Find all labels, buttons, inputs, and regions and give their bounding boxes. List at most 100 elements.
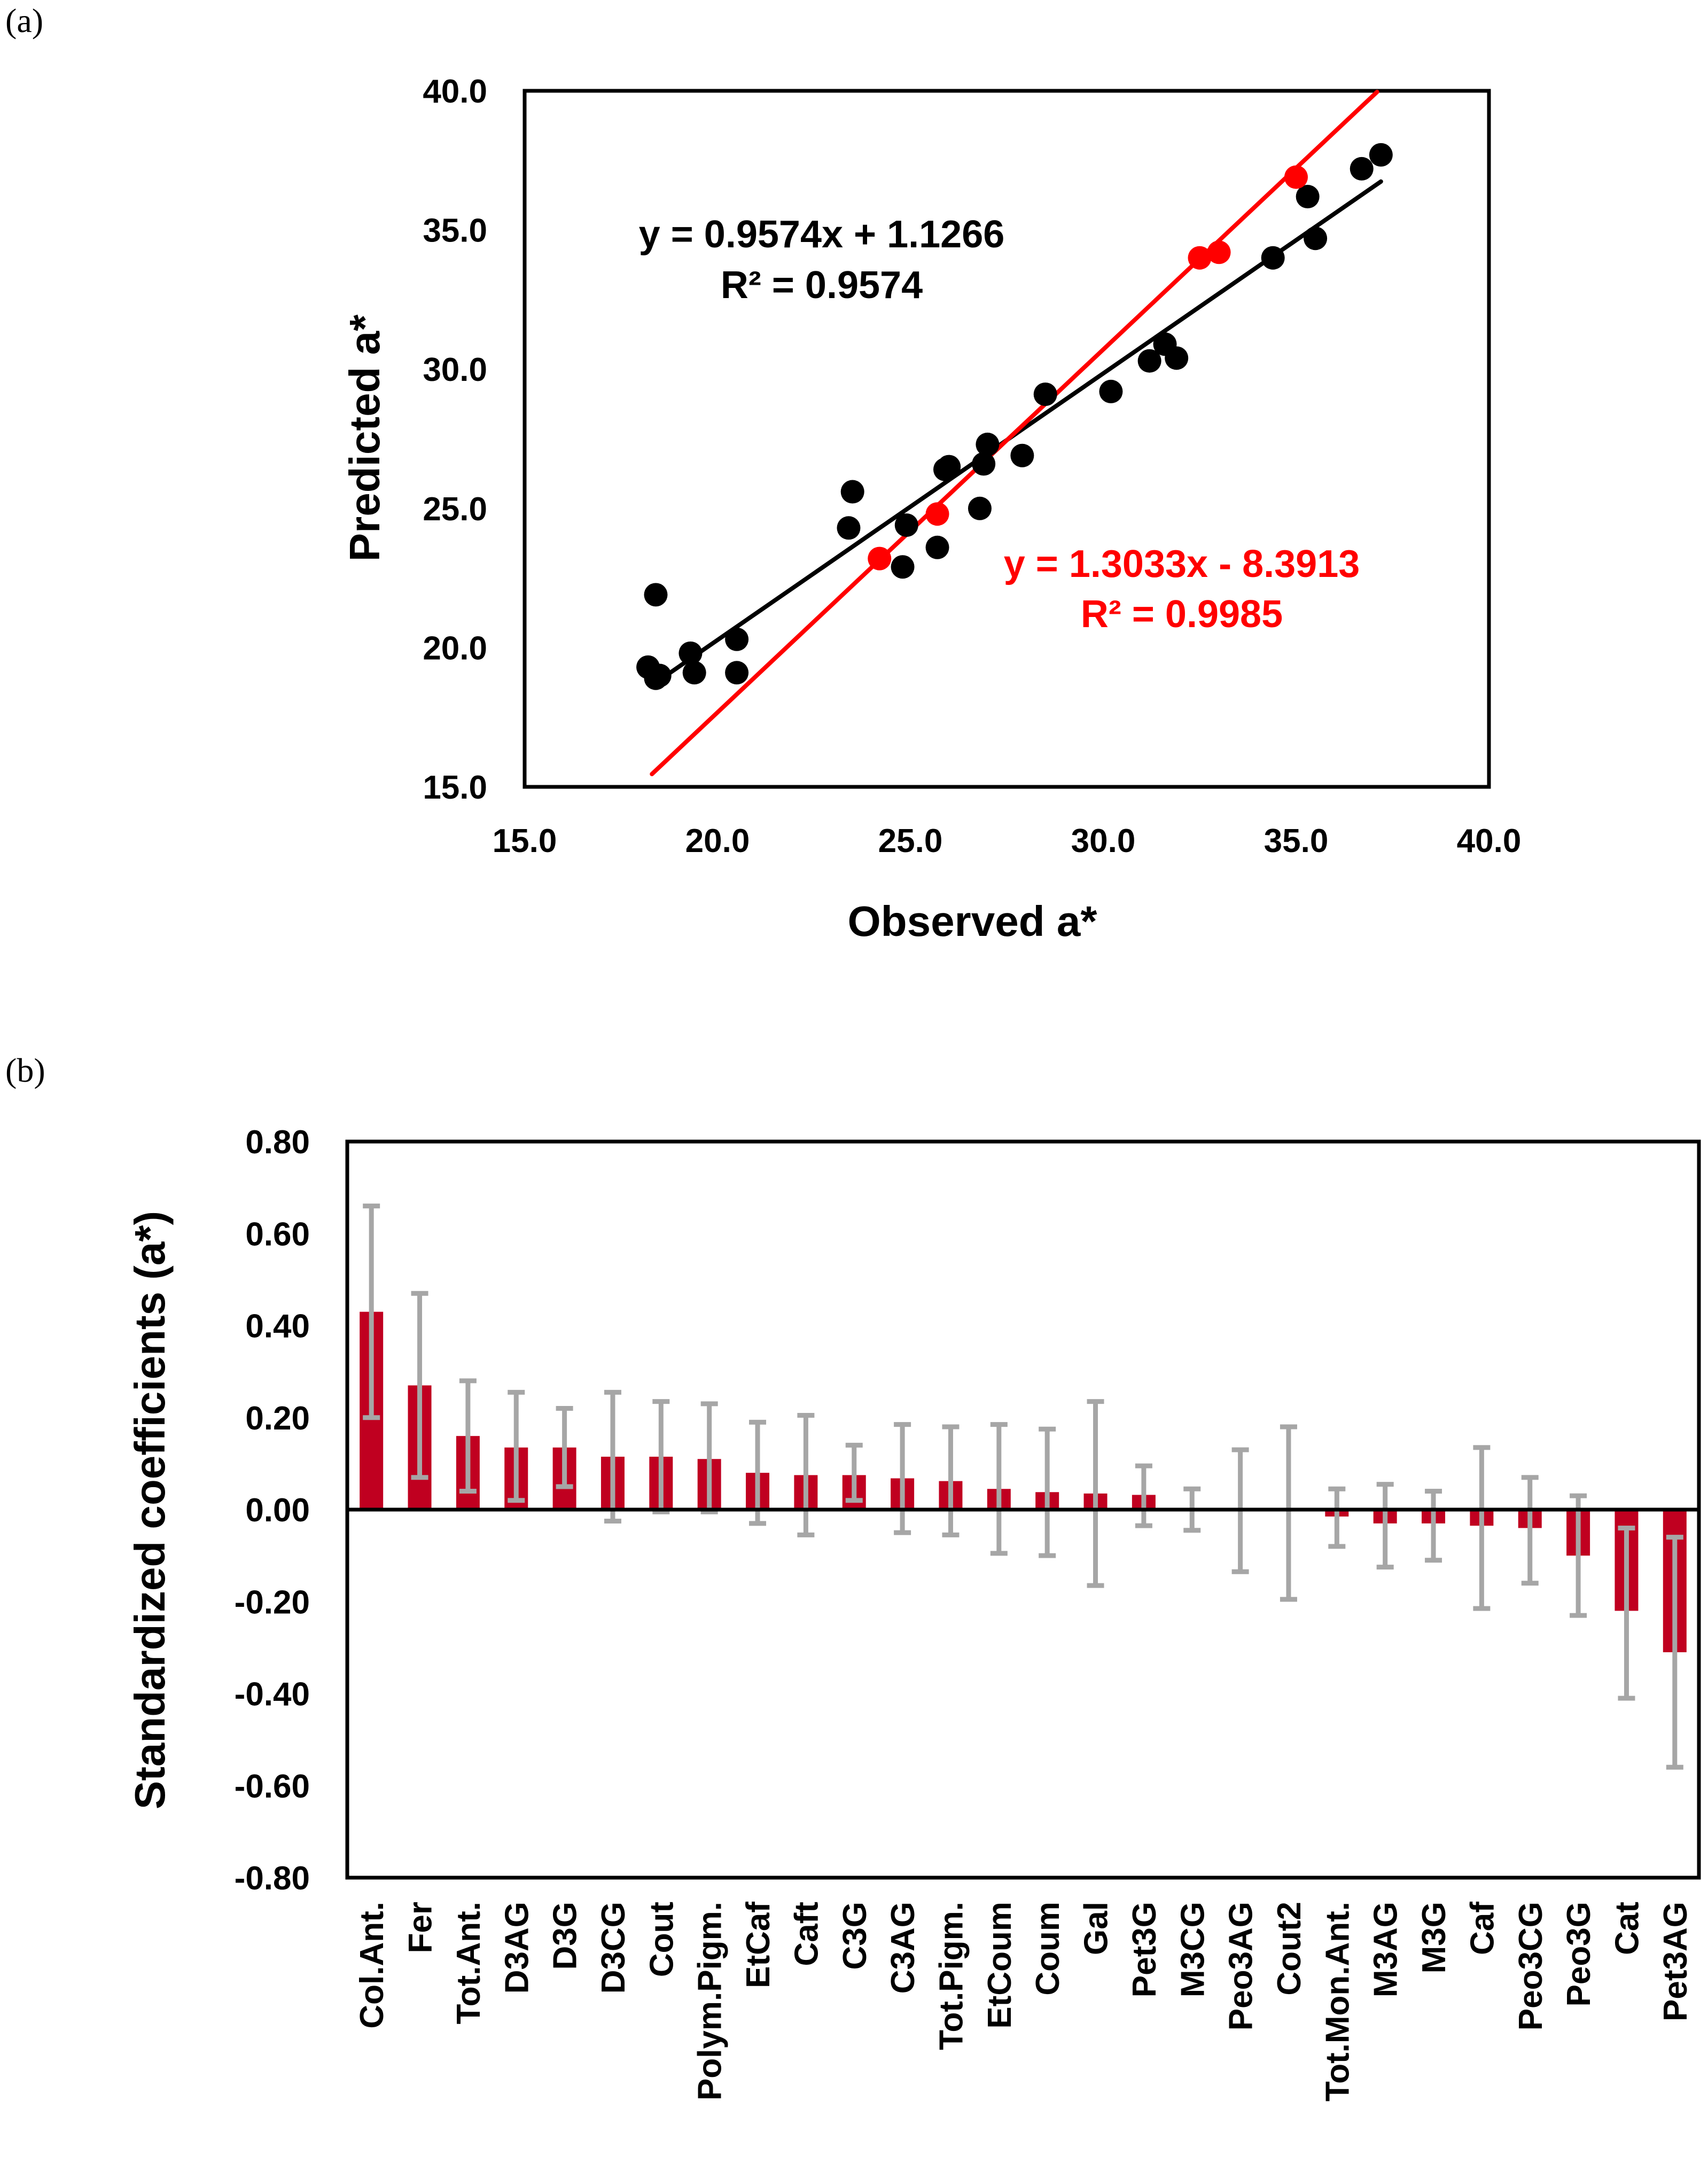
bar-category-labels: Col.Ant. Fer Tot.Ant. D3AG D3G D3CG Cout Polym.… — [354, 1902, 1694, 2102]
calibration-point — [894, 513, 918, 537]
panel-label-a: (a) — [5, 2, 43, 40]
bar-y-tick-label: 0.80 — [245, 1124, 310, 1161]
calibration-point — [972, 452, 996, 476]
error-bar — [1570, 1493, 1587, 1618]
validation-point — [1188, 246, 1212, 270]
calibration-point — [937, 455, 961, 479]
error-bar — [942, 1424, 960, 1537]
validation-point — [868, 546, 892, 571]
error-bar — [845, 1442, 863, 1503]
red-trendline-equation: y = 1.3033x - 8.3913 — [1004, 543, 1360, 585]
error-bar — [894, 1422, 911, 1535]
calibration-point — [1137, 349, 1161, 373]
bar-category-label: Tot.Pigm. — [933, 1902, 970, 2050]
bar-category-label: D3G — [547, 1902, 584, 1970]
scatter-x-tick-label: 30.0 — [1071, 823, 1136, 860]
error-bar — [1618, 1525, 1635, 1701]
bar-category-label: Gal — [1078, 1902, 1115, 1955]
bar-category-label: Peo3G — [1561, 1902, 1597, 2006]
error-bar — [1328, 1486, 1346, 1549]
calibration-point — [840, 480, 864, 504]
scatter-x-tick-label: 25.0 — [878, 823, 943, 860]
black-trendline-equation: y = 0.9574x + 1.1266 — [639, 213, 1005, 256]
scatter-y-tick-label: 30.0 — [423, 351, 487, 388]
scatter-y-tick-label: 40.0 — [423, 73, 487, 110]
error-bar — [1087, 1399, 1104, 1588]
calibration-point — [1261, 246, 1285, 270]
error-bar — [1521, 1475, 1539, 1586]
bar-y-tick-label: -0.20 — [235, 1584, 310, 1621]
bar-y-tick-label: -0.40 — [235, 1676, 310, 1713]
bar-category-label: Fer — [402, 1902, 439, 1953]
error-bar — [1039, 1426, 1056, 1558]
error-bar — [363, 1204, 380, 1420]
scatter-x-tick-label: 35.0 — [1264, 823, 1329, 860]
scatter-y-tick-label: 20.0 — [423, 630, 487, 667]
error-bar — [749, 1419, 767, 1526]
error-bars — [363, 1204, 1683, 1770]
calibration-point — [1033, 382, 1057, 407]
error-bar — [459, 1378, 477, 1494]
red-trendline — [650, 90, 1379, 777]
error-bar — [1135, 1463, 1152, 1528]
error-bar — [556, 1406, 573, 1489]
bar-y-tick-label: -0.60 — [235, 1768, 310, 1805]
bar-y-tick-label: 0.00 — [245, 1492, 310, 1529]
bars — [360, 1311, 1687, 1652]
scatter-x-axis-title: Observed a* — [848, 897, 1098, 945]
bar-category-label: M3G — [1416, 1902, 1453, 1973]
scatter-x-tick-label: 40.0 — [1457, 823, 1522, 860]
calibration-point — [682, 661, 706, 685]
bar-category-label: Cout — [643, 1902, 680, 1977]
error-bar — [508, 1389, 525, 1503]
scatter-trendlines — [650, 90, 1383, 777]
error-bar — [1376, 1482, 1394, 1570]
calibration-point — [1369, 143, 1393, 167]
calibration-point — [837, 516, 861, 540]
red-trendline-r2: R² = 0.9985 — [1081, 593, 1283, 636]
calibration-point — [644, 583, 668, 607]
validation-point — [1284, 165, 1308, 189]
bar-category-label: Polym.Pigm. — [692, 1902, 729, 2100]
bar-category-label: Caft — [788, 1902, 825, 1966]
bar-category-label: Cat — [1609, 1902, 1645, 1955]
black-trendline-r2: R² = 0.9574 — [721, 264, 923, 307]
bar-category-label: Pet3AG — [1657, 1902, 1694, 2021]
error-bar — [990, 1422, 1008, 1556]
validation-point — [925, 502, 949, 526]
calibration-point — [678, 641, 703, 665]
error-bar — [1473, 1445, 1491, 1611]
calibration-point — [725, 627, 749, 651]
error-bar — [411, 1291, 428, 1480]
bar-category-label: EtCaf — [740, 1902, 777, 1988]
scatter-chart: 15.0 20.0 25.0 30.0 35.0 40.0 15.0 20.0 25.0 30.… — [341, 73, 1521, 945]
bar-y-tick-label: -0.80 — [235, 1860, 310, 1897]
error-bar — [700, 1401, 718, 1514]
error-bar — [1666, 1535, 1683, 1770]
bar-category-label: Peo3CG — [1512, 1902, 1549, 2030]
scatter-plot-frame — [522, 89, 1491, 789]
bar-category-label: D3AG — [498, 1902, 535, 1994]
error-bar — [1425, 1489, 1442, 1563]
error-bar — [652, 1399, 670, 1514]
calibration-point — [725, 661, 749, 685]
bar-category-label: D3CG — [595, 1902, 632, 1994]
calibration-point — [925, 535, 949, 559]
scatter-x-tick-labels: 15.0 20.0 25.0 30.0 35.0 40.0 — [493, 823, 1522, 860]
error-bar — [604, 1389, 621, 1524]
calibration-point — [891, 555, 915, 579]
bar-category-label: C3AG — [885, 1902, 922, 1994]
bar-category-label: Peo3AG — [1223, 1902, 1260, 2030]
error-bar — [797, 1412, 815, 1537]
calibration-point — [1296, 185, 1320, 209]
calibration-point — [1165, 346, 1189, 370]
error-bar — [1280, 1424, 1297, 1602]
bar-category-label: Col.Ant. — [354, 1902, 391, 2029]
bar-category-label: M3CG — [1174, 1902, 1211, 1997]
scatter-y-axis-title: Predicted a* — [341, 314, 388, 561]
bar-category-label: Cout2 — [1271, 1902, 1308, 1996]
calibration-point — [1010, 443, 1034, 467]
calibration-point — [968, 496, 992, 520]
calibration-point — [1304, 226, 1328, 251]
